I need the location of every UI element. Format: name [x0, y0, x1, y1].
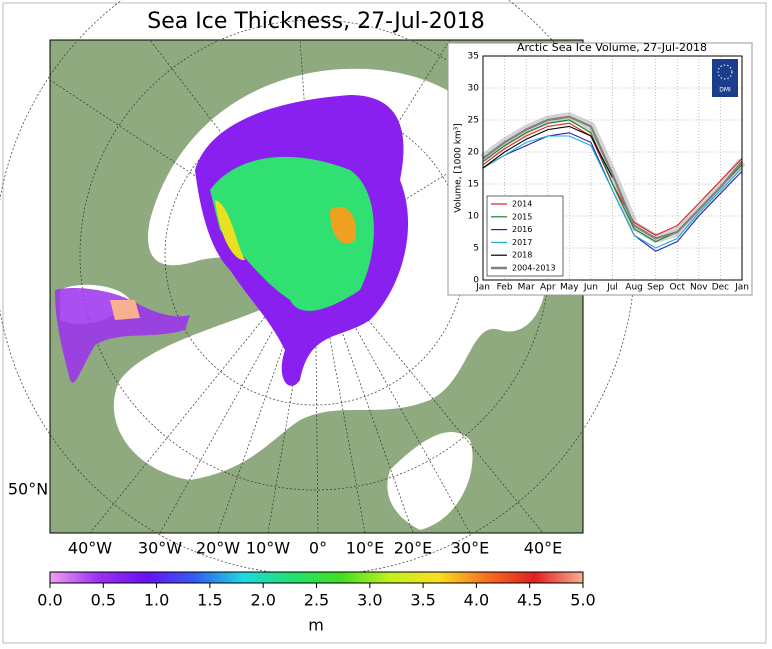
y-tick-label: 5: [473, 244, 479, 254]
legend-box: [486, 195, 564, 277]
colorbar-unit: m: [308, 616, 324, 635]
y-tick-label: 35: [468, 52, 479, 62]
x-tick-label: Feb: [497, 283, 513, 293]
series-line: [482, 115, 743, 240]
x-tick-label: Aug: [625, 283, 643, 293]
y-tick-label: 10: [468, 212, 480, 222]
ice-thin: [55, 288, 190, 383]
longitude-label: 40°E: [524, 539, 562, 558]
colorbar-tick-label: 1.5: [197, 591, 222, 610]
ice-thick: [330, 206, 356, 244]
plot-frame: [482, 55, 743, 281]
colorbar-tick-label: 2.0: [250, 591, 275, 610]
colorbar-tick-label: 3.5: [410, 591, 435, 610]
colorbar-tick-label: 5.0: [570, 591, 595, 610]
y-tick-label: 15: [468, 180, 479, 190]
longitude-label: 20°E: [394, 539, 432, 558]
longitude-label: 20°W: [196, 539, 240, 558]
x-tick-label: Apr: [540, 283, 556, 293]
ice-thick: [110, 300, 140, 320]
x-tick-label: Nov: [690, 283, 708, 293]
ice-medium: [210, 156, 374, 311]
colorbar-tick-label: 4.5: [517, 591, 542, 610]
logo-text: DMI: [719, 87, 731, 94]
inset-chart: 0 5 10 15 20 25 30 35 Jan Feb Mar Apr May Jun Jul Aug Se…: [468, 52, 749, 293]
longitude-label: 10°E: [346, 539, 384, 558]
colorbar: [49, 571, 584, 584]
y-axis-label: Volume, [1000 km³]: [454, 123, 464, 213]
x-tick-label: Mar: [518, 283, 535, 293]
longitude-label: 10°W: [246, 539, 290, 558]
x-tick-label: Jul: [606, 283, 618, 293]
longitude-label: 30°E: [451, 539, 489, 558]
colorbar-tick-label: 1.0: [144, 591, 169, 610]
longitude-labels: 40°W 30°W 20°W 10°W 0° 10°E 20°E 30°E 40°E: [68, 539, 562, 558]
chart-title: Arctic Sea Ice Volume, 27-Jul-2018: [517, 41, 707, 54]
legend-label: 2017: [512, 238, 532, 247]
x-tick-label: Jan: [734, 283, 749, 293]
colorbar-tick-label: 4.0: [464, 591, 489, 610]
series-line: [482, 125, 613, 178]
y-tick-label: 30: [468, 84, 480, 94]
colorbar-ticks: 0.0 0.5 1.0 1.5 2.0 2.5 3.0 3.5 4.0 4.5 5.0: [37, 583, 596, 610]
ice-thick: [215, 200, 245, 261]
x-tick-label: Jun: [583, 283, 598, 293]
y-tick-label: 20: [468, 148, 480, 158]
y-tick-label: 0: [473, 276, 479, 286]
latitude-label: 50°N: [8, 480, 48, 499]
legend-label: 2014: [512, 200, 532, 209]
x-tick-label: Oct: [669, 283, 685, 293]
logo-stars: [717, 64, 733, 80]
x-tick-label: May: [560, 283, 579, 293]
legend-label: 2004-2013: [512, 264, 556, 273]
series-line: [482, 135, 743, 249]
legend-label: 2015: [512, 212, 532, 221]
colorbar-tick-label: 0.0: [37, 591, 62, 610]
x-tick-label: Dec: [712, 283, 729, 293]
x-tick-label: Jan: [475, 283, 490, 293]
colorbar-tick-label: 2.5: [304, 591, 329, 610]
map-title: Sea Ice Thickness, 27-Jul-2018: [147, 9, 484, 34]
legend-label: 2016: [512, 225, 532, 234]
x-tick-label: Sep: [647, 283, 664, 293]
legend-label: 2018: [512, 251, 532, 260]
map: [0, 0, 636, 576]
ocean: [387, 431, 473, 530]
colorbar-tick-label: 3.0: [357, 591, 382, 610]
longitude-label: 0°: [309, 539, 327, 558]
longitude-label: 30°W: [138, 539, 182, 558]
colorbar-tick-label: 0.5: [91, 591, 116, 610]
longitude-label: 40°W: [68, 539, 112, 558]
y-tick-label: 25: [468, 116, 479, 126]
